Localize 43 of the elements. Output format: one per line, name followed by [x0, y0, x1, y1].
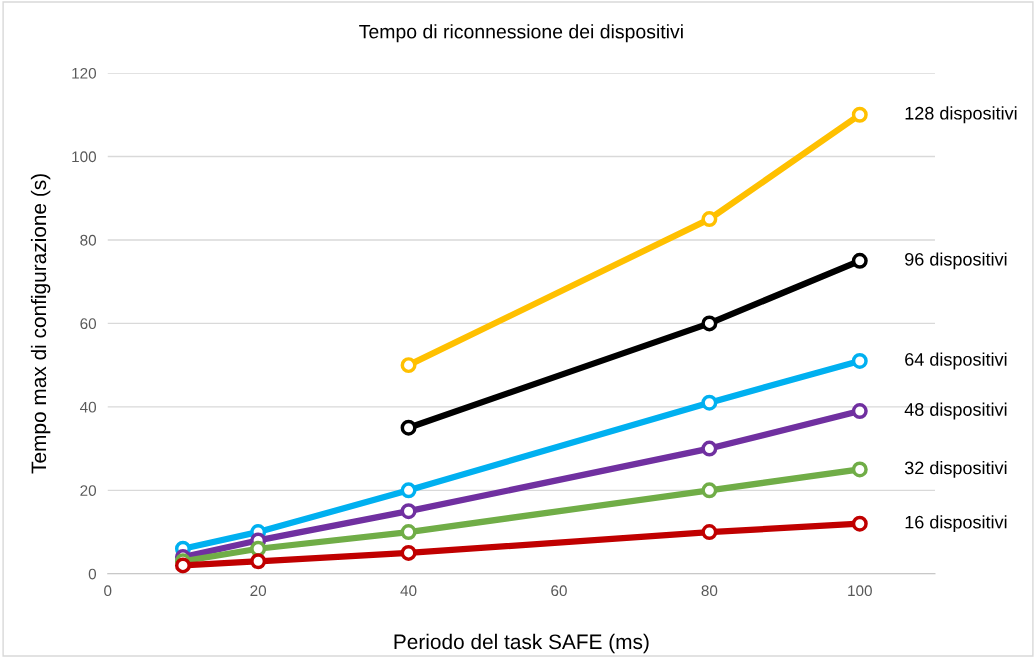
point: [400, 419, 417, 436]
y-tick-label: 0: [88, 568, 97, 580]
point: [701, 524, 718, 541]
point: [851, 352, 868, 369]
chart-title: Tempo di riconnessione dei dispositivi: [359, 24, 683, 43]
text: 16 dispositivi: [905, 515, 1007, 533]
point: [174, 557, 191, 574]
point: [250, 540, 267, 557]
point: [250, 553, 267, 570]
point: [400, 482, 417, 499]
x-tick-label: 60: [551, 585, 567, 597]
x-axis-title: Periodo del task SAFE (ms): [394, 633, 649, 654]
x-tick-label: 40: [400, 585, 417, 597]
point: [701, 440, 718, 457]
y-tick-label: 20: [80, 485, 97, 497]
y-tick-label: 120: [72, 67, 97, 79]
point: [400, 503, 417, 520]
text: 48 dispositivi: [904, 402, 1007, 420]
y-tick-label: 80: [80, 234, 97, 246]
x-tick-label: 0: [104, 585, 112, 597]
y-tick-label: 60: [80, 318, 97, 330]
y-axis-title: Tempo max di configurazione (s): [30, 174, 51, 474]
point: [701, 482, 718, 499]
point: [851, 515, 868, 532]
x-tick-label: 100: [848, 585, 872, 597]
point: [701, 315, 718, 332]
point: [851, 252, 868, 269]
x-tick-label: 20: [250, 585, 267, 597]
point: [701, 394, 718, 411]
point: [701, 211, 718, 228]
text: 32 dispositivi: [904, 461, 1007, 478]
text: 64 dispositivi: [905, 352, 1007, 370]
point: [400, 544, 417, 561]
point: [851, 403, 868, 420]
text: 128 dispositivi: [905, 106, 1017, 124]
y-tick-label: 40: [79, 401, 97, 413]
point: [400, 357, 417, 374]
y-tick-label: 100: [72, 151, 97, 163]
point: [400, 524, 417, 541]
text: 96 dispositivi: [905, 252, 1007, 270]
x-tick-label: 80: [701, 585, 718, 597]
point: [851, 461, 868, 478]
point: [851, 106, 868, 123]
